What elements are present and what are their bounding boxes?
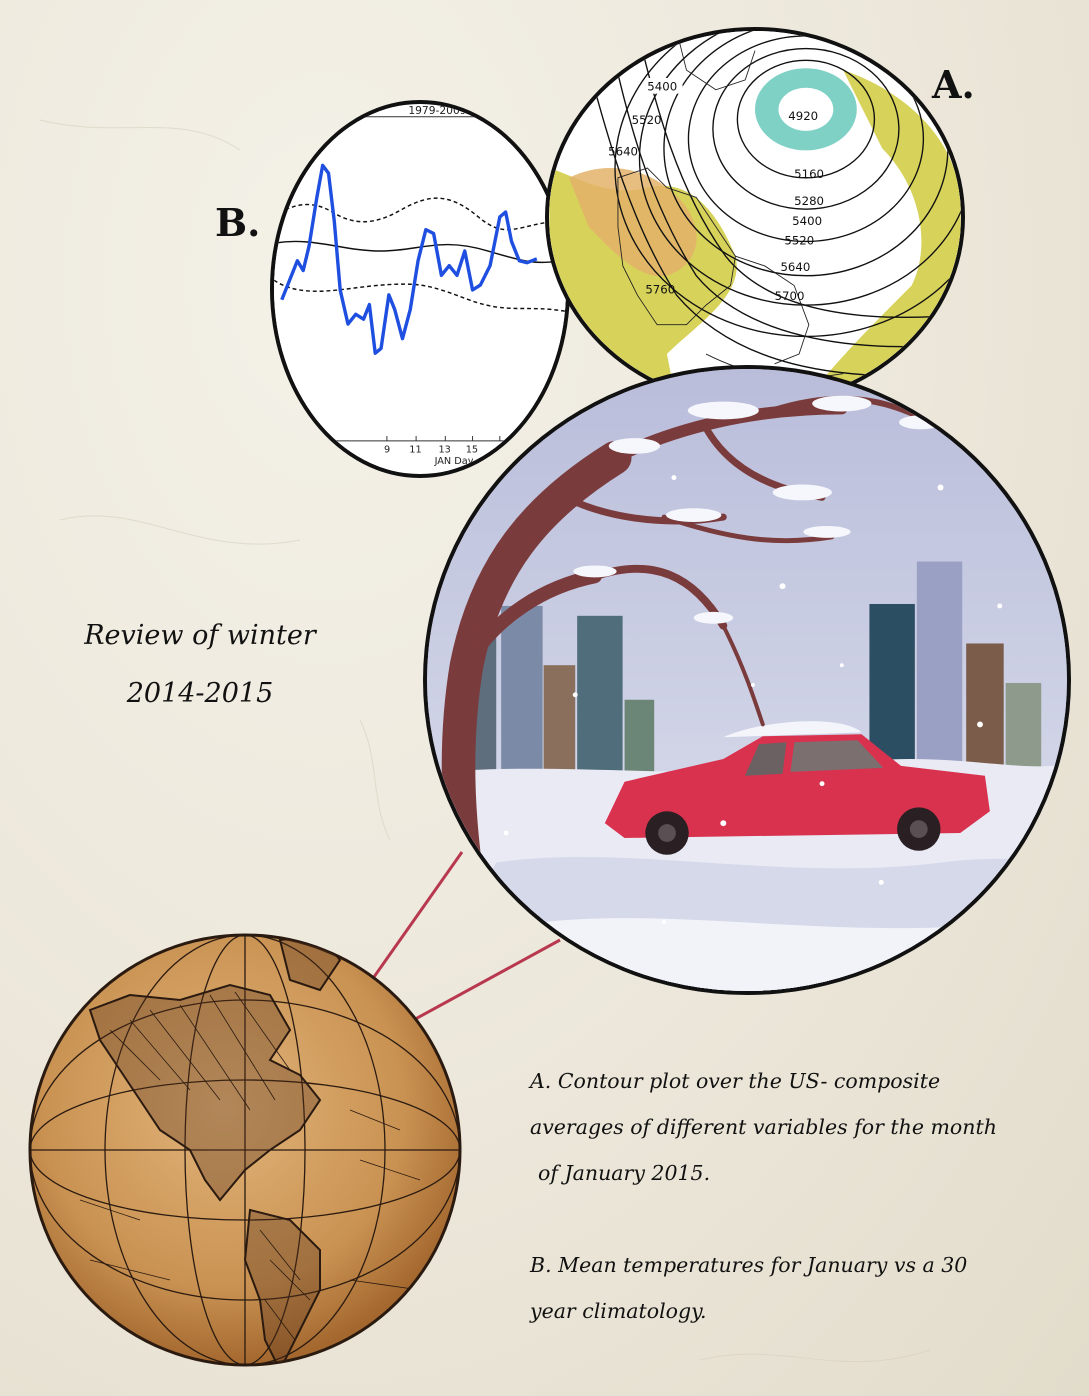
building xyxy=(501,605,543,774)
contour-label: 5520 xyxy=(784,233,814,247)
caption-b-line-2: year climatology. xyxy=(530,1299,707,1323)
temperature-graph-circle: 1979-2009 Ten 9 11 13 15 1 JAN Day xyxy=(270,100,570,478)
caption-b-line-1: B. Mean temperatures for January vs a 30 xyxy=(530,1253,968,1277)
title-line-2: 2014-2015 xyxy=(126,678,274,709)
contour-map: 5400 5520 5640 4920 5160 5280 5400 5520 … xyxy=(549,31,961,403)
upper-std-line xyxy=(274,197,566,231)
contour-label: 5400 xyxy=(792,214,822,228)
building xyxy=(966,643,1004,774)
contour-label: 5160 xyxy=(794,167,824,181)
caption-a: A. Contour plot over the US- composite a… xyxy=(530,1058,1070,1196)
contour-label: 5400 xyxy=(647,80,677,94)
x-tick-label: 9 xyxy=(384,445,390,456)
caption-a-line-3: of January 2015. xyxy=(538,1161,711,1185)
snow-clumps xyxy=(573,395,943,624)
caption-a-line-2: averages of different variables for the … xyxy=(530,1115,997,1139)
building xyxy=(1005,682,1042,774)
winter-scene-illustration xyxy=(427,369,1067,991)
contour-label: 4920 xyxy=(788,109,818,123)
contour-label: 5700 xyxy=(775,289,805,303)
lower-std-line xyxy=(274,279,566,313)
label-b: B. xyxy=(215,200,261,245)
globe-illustration xyxy=(28,933,462,1367)
contour-map-circle: 5400 5520 5640 4920 5160 5280 5400 5520 … xyxy=(545,27,965,407)
title-line-1: Review of winter xyxy=(84,620,316,651)
building xyxy=(577,615,623,774)
caption-b: B. Mean temperatures for January vs a 30… xyxy=(530,1242,1070,1334)
building xyxy=(543,665,576,774)
contour-label: 5280 xyxy=(794,194,824,208)
contour-label: 5640 xyxy=(608,144,638,158)
snowflakes xyxy=(503,425,1032,924)
winter-scene-circle xyxy=(423,365,1071,995)
building xyxy=(869,603,915,774)
building xyxy=(624,699,655,774)
contour-label: 5760 xyxy=(645,282,675,296)
observed-temperature-series xyxy=(280,163,538,355)
red-car xyxy=(604,721,990,855)
graph-header: 1979-2009 Ten xyxy=(408,104,488,117)
contour-label: 5640 xyxy=(780,260,810,274)
caption-a-line-1: A. Contour plot over the US- composite xyxy=(530,1069,941,1093)
label-a: A. xyxy=(932,62,975,107)
contour-label: 5520 xyxy=(632,113,662,127)
building xyxy=(916,561,963,774)
x-tick-label: 11 xyxy=(409,445,421,456)
